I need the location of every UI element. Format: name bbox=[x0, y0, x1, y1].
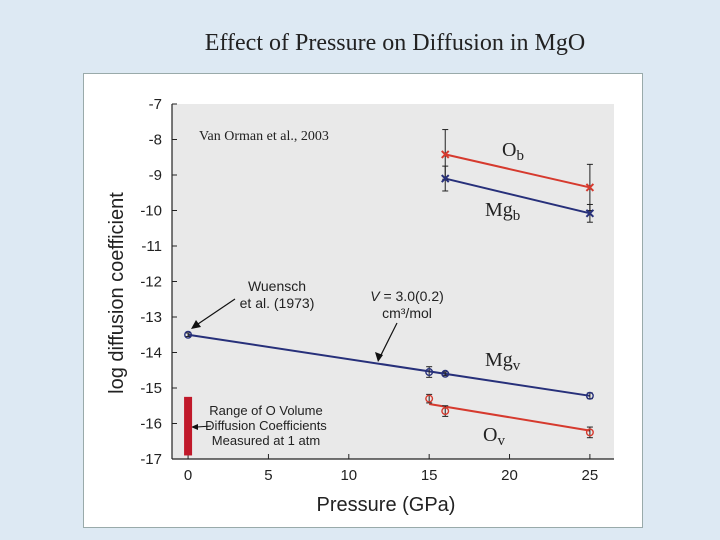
x-tick-label: 0 bbox=[184, 467, 192, 484]
y-tick-label: -17 bbox=[140, 451, 162, 468]
fit-line-mg-v bbox=[187, 333, 591, 397]
marker-stroke bbox=[585, 209, 595, 218]
marker-stroke bbox=[441, 174, 450, 183]
marker-stroke bbox=[441, 150, 450, 159]
source-annotation: Van Orman et al., 2003 bbox=[199, 129, 329, 144]
range-arrow bbox=[196, 425, 212, 428]
volume-arrowhead bbox=[375, 352, 383, 362]
point-o-b bbox=[585, 183, 595, 192]
range-text-3: Measured at 1 atm bbox=[212, 433, 320, 448]
point-mg-v bbox=[425, 368, 434, 377]
series-label-o-v: Ov bbox=[483, 424, 505, 449]
point-mg-v bbox=[585, 391, 594, 400]
series-label-mg-b: Mgb bbox=[485, 199, 520, 224]
o-volume-range-bar bbox=[184, 396, 193, 456]
y-tick-label: -16 bbox=[140, 416, 162, 433]
y-axis-label: log diffusion coefficient bbox=[106, 192, 128, 394]
wuensch-line-2: et al. (1973) bbox=[240, 295, 315, 311]
point-mg-b bbox=[585, 209, 595, 218]
y-tick-label: -13 bbox=[140, 309, 162, 326]
point-o-b bbox=[441, 150, 450, 159]
y-tick-label: -14 bbox=[140, 345, 162, 362]
wuensch-arrowhead bbox=[191, 320, 201, 329]
point-mg-b bbox=[441, 174, 450, 183]
diffusion-chart: -7 -8 -9 -10 -11 -12 -13 -14 -15 -16 -17 0 5 10 15 20 25… bbox=[106, 96, 614, 516]
y-tick-label: -15 bbox=[140, 380, 162, 397]
y-tick-label: -7 bbox=[149, 96, 162, 113]
activation-volume-unit: cm³/mol bbox=[382, 305, 432, 321]
marker-stroke bbox=[585, 183, 595, 192]
series-label-mg-v: Mgv bbox=[485, 349, 521, 374]
point-mg-v bbox=[441, 369, 450, 378]
x-axis-label: Pressure (GPa) bbox=[317, 494, 456, 516]
point-o-v bbox=[585, 428, 594, 437]
fit-line-mg-b bbox=[445, 177, 591, 215]
fit-line-o-b bbox=[445, 153, 591, 189]
x-tick-label: 10 bbox=[340, 467, 357, 484]
point-o-v bbox=[425, 394, 434, 403]
volume-arrow bbox=[379, 322, 398, 358]
plot-area bbox=[172, 104, 614, 459]
range-text-2: Diffusion Coefficients bbox=[205, 418, 327, 433]
fit-line-o-v bbox=[429, 402, 591, 432]
slide-title: Effect of Pressure on Diffusion in MgO bbox=[204, 30, 586, 56]
y-tick-label: -11 bbox=[141, 238, 162, 255]
series-label-o-b: Ob bbox=[502, 139, 524, 164]
y-tick-label: -9 bbox=[149, 167, 162, 184]
x-tick-label: 5 bbox=[264, 467, 272, 484]
activation-volume: V = 3.0(0.2) bbox=[370, 288, 444, 304]
range-text-1: Range of O Volume bbox=[209, 403, 322, 418]
range-arrowhead bbox=[191, 424, 198, 430]
wuensch-arrow bbox=[194, 298, 236, 327]
wuensch-line-1: Wuensch bbox=[248, 278, 306, 294]
y-tick-label: -12 bbox=[140, 274, 162, 291]
y-tick-label: -8 bbox=[149, 132, 162, 149]
x-tick-label: 15 bbox=[421, 467, 438, 484]
point-mg-v bbox=[184, 330, 193, 339]
y-tick-label: -10 bbox=[140, 203, 162, 220]
point-o-v bbox=[441, 407, 450, 416]
x-tick-label: 20 bbox=[501, 467, 518, 484]
x-tick-label: 25 bbox=[582, 467, 599, 484]
